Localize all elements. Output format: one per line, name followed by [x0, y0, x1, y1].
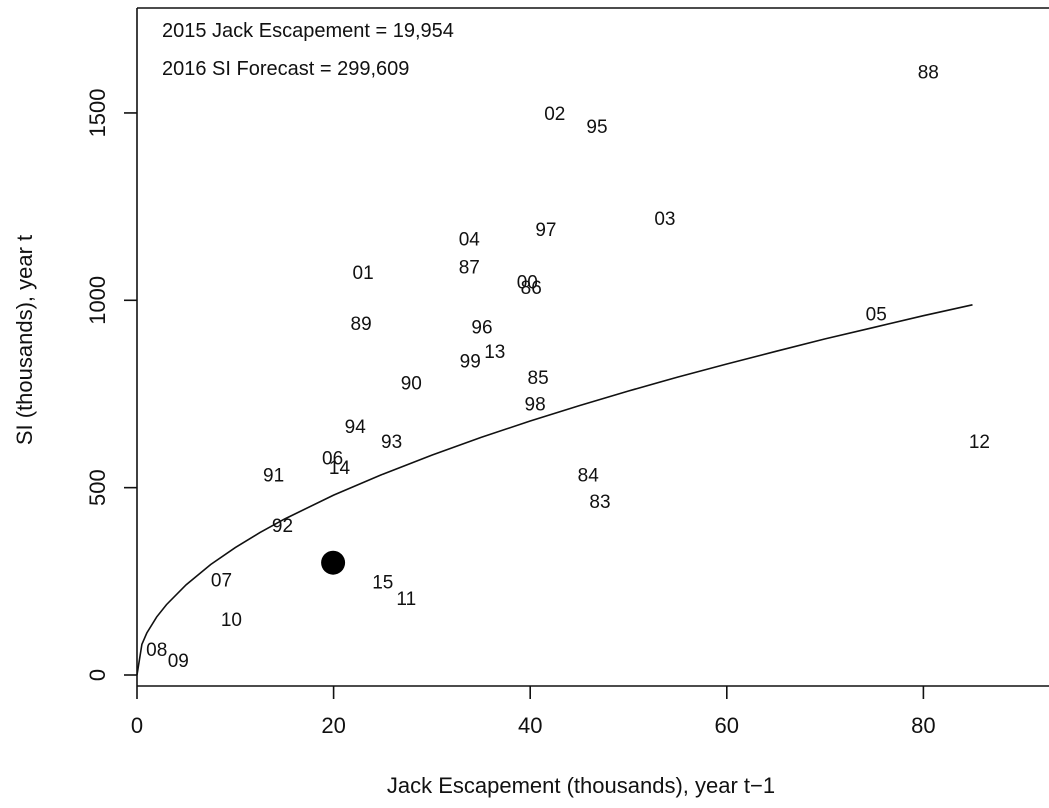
point-label-90: 90 — [401, 374, 422, 395]
point-label-84: 84 — [578, 466, 600, 487]
y-axis: 0 500 1000 1500 — [85, 88, 137, 681]
point-label-00: 00 — [517, 273, 538, 294]
point-label-85: 85 — [528, 368, 549, 389]
point-label-04: 04 — [459, 230, 481, 251]
x-tick-label-80: 80 — [911, 713, 935, 738]
point-label-13: 13 — [484, 342, 505, 363]
fit-curve — [136, 304, 973, 676]
point-label-01: 01 — [353, 263, 374, 284]
point-label-86: 86 — [521, 278, 542, 299]
point-label-03: 03 — [654, 209, 675, 230]
y-tick-label-500: 500 — [85, 469, 110, 506]
point-label-05: 05 — [866, 304, 887, 325]
y-axis-title: SI (thousands), year t — [12, 235, 37, 445]
point-label-14: 14 — [329, 458, 351, 479]
x-tick-label-20: 20 — [321, 713, 345, 738]
point-label-07: 07 — [211, 571, 232, 592]
point-label-98: 98 — [525, 394, 546, 415]
point-label-15: 15 — [372, 572, 393, 593]
point-label-99: 99 — [460, 351, 481, 372]
point-label-92: 92 — [272, 516, 293, 537]
y-tick-label-0: 0 — [85, 669, 110, 681]
point-label-83: 83 — [589, 492, 610, 513]
point-label-93: 93 — [381, 432, 402, 453]
point-label-96: 96 — [471, 318, 492, 339]
x-tick-label-0: 0 — [131, 713, 143, 738]
annotation-si-forecast: 2016 SI Forecast = 299,609 — [162, 58, 409, 80]
point-label-08: 08 — [146, 640, 167, 661]
y-tick-label-1000: 1000 — [85, 276, 110, 325]
point-label-02: 02 — [544, 104, 565, 125]
point-label-87: 87 — [459, 258, 480, 279]
x-tick-label-60: 60 — [715, 713, 739, 738]
point-label-06: 06 — [322, 449, 343, 470]
x-tick-label-40: 40 — [518, 713, 542, 738]
point-label-11: 11 — [396, 589, 416, 610]
point-label-12: 12 — [969, 432, 990, 453]
point-label-89: 89 — [351, 314, 372, 335]
point-label-97: 97 — [535, 220, 556, 241]
x-axis-title: Jack Escapement (thousands), year t−1 — [387, 773, 775, 798]
y-tick-label-1500: 1500 — [85, 88, 110, 137]
point-label-10: 10 — [221, 610, 242, 631]
point-label-91: 91 — [263, 466, 284, 487]
x-axis: 0 20 40 60 80 — [131, 686, 936, 738]
plot-frame — [136, 7, 1049, 687]
point-label-09: 09 — [168, 651, 189, 672]
forecast-point — [321, 550, 346, 575]
point-label-88: 88 — [918, 63, 939, 84]
point-label-94: 94 — [345, 417, 367, 438]
annotation-jack-escapement: 2015 Jack Escapement = 19,954 — [162, 20, 454, 42]
point-label-95: 95 — [586, 117, 607, 138]
